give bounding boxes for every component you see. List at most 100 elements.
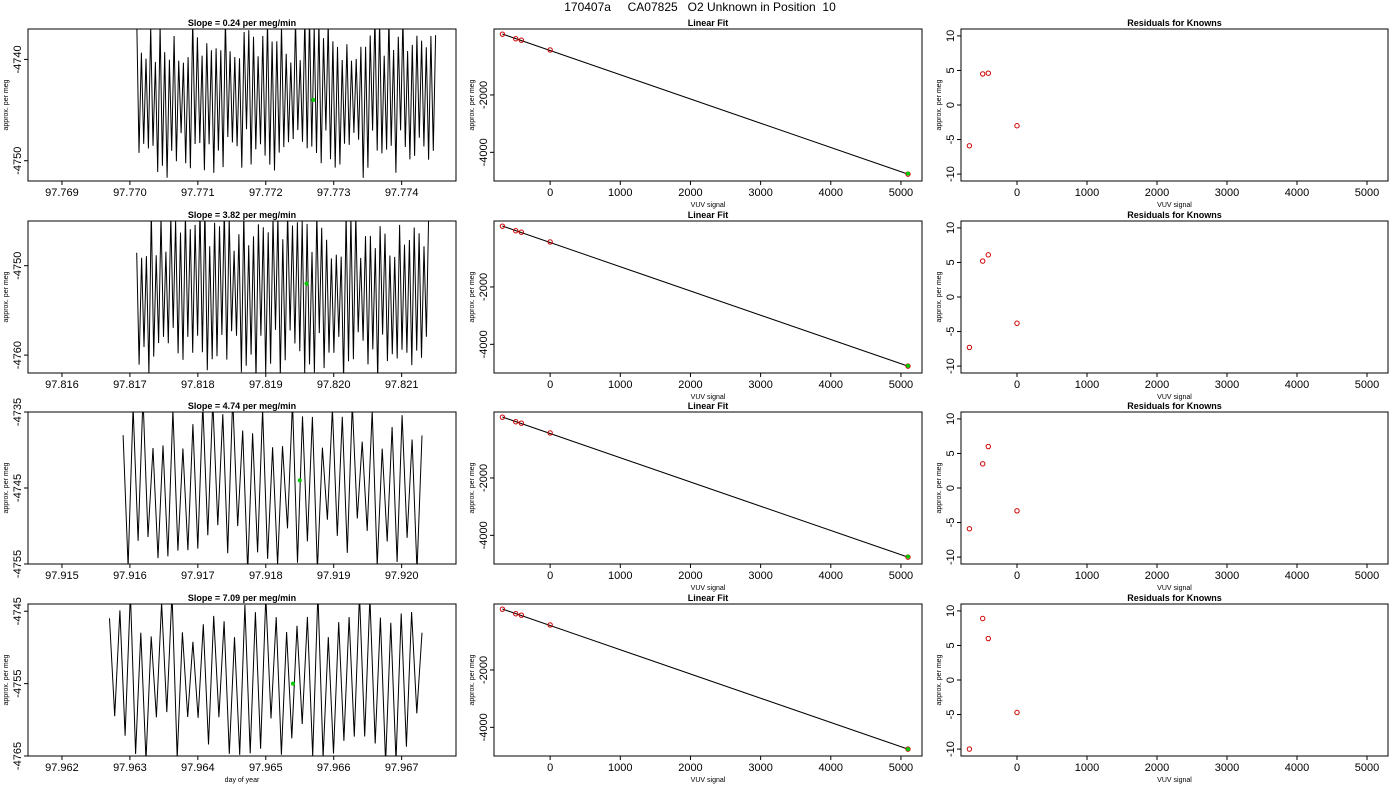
x-axis-label: VUV signal: [691, 777, 726, 784]
plot-frame: [27, 28, 457, 182]
x-tick-label: 3000: [1215, 570, 1239, 582]
y-tick-label: -4740: [12, 45, 24, 73]
plot-frame: [493, 411, 923, 565]
x-tick-label: 97.964: [181, 762, 215, 774]
x-axis-label: VUV signal: [691, 202, 726, 209]
known-point: [499, 31, 506, 37]
trace-chart-2: Slope = 4.74 per meg/min 97.915 97.916 97.9…: [3, 398, 457, 582]
y-axis-label: approx. per meg: [936, 271, 943, 322]
known-point: [513, 611, 519, 617]
x-tick-label: 5000: [889, 762, 913, 774]
x-tick-label: 2000: [678, 379, 702, 391]
x-tick-label: 0: [1014, 379, 1020, 391]
plot-frame: [493, 28, 923, 182]
x-axis-label: VUV signal: [691, 394, 726, 401]
x-tick-label: 2000: [1145, 379, 1169, 391]
y-tick-label: -4000: [478, 138, 490, 166]
fit-line: [502, 608, 909, 750]
known-point: [513, 419, 519, 425]
x-tick-label: 0: [547, 762, 553, 774]
chart-title: Linear Fit: [688, 210, 729, 220]
y-tick-label: 5: [945, 67, 957, 73]
plot-area: [109, 604, 423, 756]
y-tick-label: -4755: [12, 550, 24, 578]
plot-frame: [960, 411, 1389, 565]
residual-point: [1014, 123, 1020, 129]
fit-chart-1: Linear Fit 0 1000 2000 3000 4000 5000 -2000 -400…: [469, 210, 923, 401]
x-tick-label: 5000: [1355, 187, 1379, 199]
unknown-point: [905, 363, 910, 368]
known-point: [547, 622, 553, 628]
trace-series: [136, 29, 437, 178]
plot-area: [499, 31, 911, 177]
y-axis-label: approx. per meg: [3, 654, 10, 705]
y-tick-label: 0: [945, 294, 957, 300]
plot-area: [966, 70, 1020, 149]
x-tick-label: 97.967: [385, 762, 419, 774]
x-tick-label: 97.919: [317, 570, 351, 582]
residual-point: [980, 258, 986, 264]
trace-chart-0: Slope = 0.24 per meg/min 97.769 97.770 97.7…: [3, 18, 457, 199]
residual-point: [966, 344, 973, 351]
y-tick-label: -10: [945, 358, 957, 374]
y-tick-label: -4765: [12, 742, 24, 770]
residual-point: [966, 526, 973, 532]
y-tick-label: -4745: [12, 597, 24, 625]
y-tick-label: 5: [945, 642, 957, 648]
residual-point: [985, 443, 991, 450]
y-tick-label: 10: [945, 413, 957, 425]
known-point: [499, 606, 506, 612]
y-tick-label: -5: [945, 518, 957, 528]
x-axis-label: day of year: [225, 777, 260, 784]
x-tick-label: 97.920: [385, 570, 419, 582]
x-tick-label: 97.965: [249, 762, 283, 774]
unknown-point: [905, 171, 910, 176]
x-tick-label: 5000: [889, 570, 913, 582]
fit-chart-3: Linear Fit 0 1000 2000 3000 4000 5000 -2000 -400…: [469, 593, 923, 784]
y-tick-label: -5: [945, 710, 957, 720]
known-point: [547, 239, 553, 245]
chart-title: Slope = 7.09 per meg/min: [188, 593, 296, 603]
y-axis-label: approx. per meg: [3, 462, 10, 513]
chart-title: Residuals for Knowns: [1127, 593, 1222, 603]
x-tick-label: 1000: [1075, 570, 1099, 582]
trace-series: [109, 604, 423, 756]
x-tick-label: 1000: [1075, 379, 1099, 391]
x-tick-label: 3000: [748, 570, 772, 582]
y-tick-label: -4000: [478, 330, 490, 358]
plot-frame: [960, 220, 1389, 374]
y-tick-label: -5: [945, 135, 957, 145]
fit-line: [502, 225, 909, 367]
x-tick-label: 1000: [608, 379, 632, 391]
x-tick-label: 0: [1014, 187, 1020, 199]
y-tick-label: 5: [945, 450, 957, 456]
x-tick-label: 97.817: [113, 379, 147, 391]
x-tick-label: 97.818: [181, 379, 215, 391]
x-tick-label: 0: [547, 570, 553, 582]
unknown-point: [905, 747, 910, 752]
x-tick-label: 0: [1014, 762, 1020, 774]
x-tick-label: 4000: [1285, 570, 1309, 582]
x-tick-label: 97.774: [385, 187, 419, 199]
residual-point: [980, 71, 986, 77]
y-tick-label: -4000: [478, 713, 490, 741]
trace-chart-3: Slope = 7.09 per meg/min 97.962 97.963 97.9…: [3, 593, 457, 784]
unknown-marker: [290, 681, 295, 686]
chart-title: Linear Fit: [688, 18, 729, 28]
known-point: [499, 223, 506, 229]
unknown-marker: [297, 478, 302, 483]
y-tick-label: -4755: [12, 670, 24, 698]
plot-frame: [960, 603, 1389, 757]
known-point: [513, 36, 519, 42]
x-tick-label: 4000: [819, 379, 843, 391]
x-tick-label: 0: [1014, 570, 1020, 582]
x-tick-label: 2000: [678, 187, 702, 199]
y-tick-label: 10: [945, 222, 957, 234]
y-tick-label: -4750: [12, 252, 24, 280]
x-tick-label: 3000: [748, 187, 772, 199]
plot-area: [136, 221, 430, 373]
x-tick-label: 1000: [1075, 762, 1099, 774]
plot-frame: [493, 220, 923, 374]
x-axis-label: VUV signal: [1157, 585, 1192, 592]
y-axis-label: approx. per meg: [3, 79, 10, 130]
